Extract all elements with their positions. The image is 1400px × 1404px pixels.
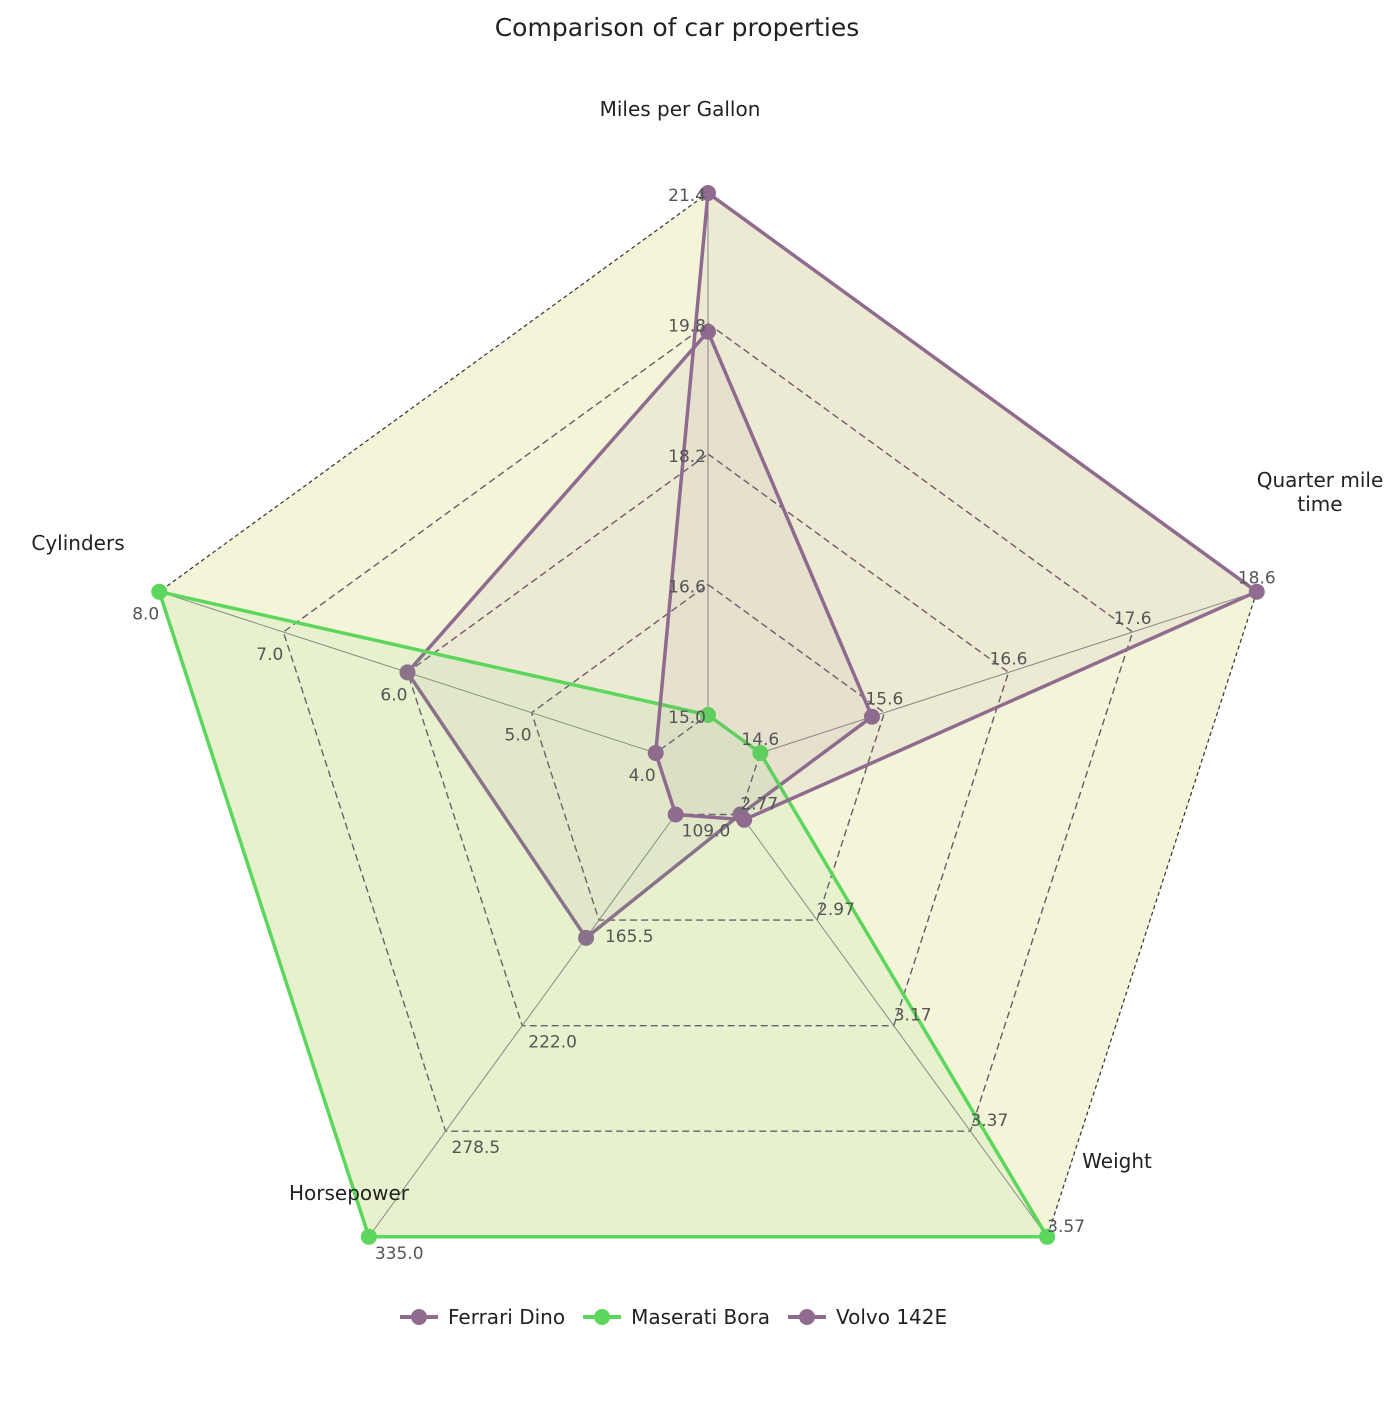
tick-label: 18.2 [668, 447, 706, 467]
tick-label: 335.0 [375, 1244, 424, 1264]
chart-legend: Ferrari Dino Maserati Bora Volvo 142E [400, 1305, 947, 1329]
tick-label: 2.97 [817, 900, 855, 920]
tick-label: 16.6 [668, 578, 706, 598]
series-point [752, 745, 769, 762]
series-line [405, 329, 874, 940]
series-point [360, 1228, 377, 1245]
axis-label: Miles per Gallon [600, 97, 761, 121]
tick-label: 278.5 [452, 1138, 501, 1158]
legend-label: Maserati Bora [631, 1305, 770, 1329]
series-point [578, 929, 595, 946]
series-fill [655, 193, 1257, 820]
tick-label: 21.4 [668, 186, 706, 206]
axis-label: Horsepower [289, 1181, 410, 1205]
tick-label: 222.0 [528, 1033, 577, 1053]
grid-ring [654, 714, 762, 816]
axis-label: Weight [1082, 1149, 1152, 1173]
series-point [736, 811, 753, 828]
legend-item: Maserati Bora [583, 1305, 770, 1329]
tick-label: 17.6 [1114, 609, 1152, 629]
series-point [700, 323, 716, 340]
tick-label: 165.5 [605, 927, 654, 947]
tick-label: 14.6 [741, 730, 779, 750]
tick-label: 2.77 [740, 794, 778, 814]
tick-label: 6.0 [380, 685, 407, 705]
series-point [864, 708, 881, 725]
axis-spoke [739, 814, 1048, 1238]
tick-label: 3.17 [894, 1006, 932, 1026]
tick-label: 19.8 [668, 317, 706, 337]
legend-marker [798, 1309, 815, 1325]
tick-label: 109.0 [682, 821, 731, 841]
axis-label: Cylinders [31, 531, 124, 555]
tick-label: 15.6 [865, 690, 903, 710]
series-fill [407, 331, 873, 938]
legend-item: Ferrari Dino [400, 1305, 565, 1329]
tick-label: 16.6 [990, 649, 1028, 669]
series-point [700, 185, 716, 201]
chart-series [151, 185, 1265, 1245]
axis-spoke [760, 591, 1257, 754]
series-point [647, 745, 664, 762]
series-point [1039, 1228, 1056, 1245]
legend-marker [594, 1309, 611, 1325]
tick-label: 18.6 [1238, 569, 1276, 589]
tick-label: 8.0 [132, 605, 159, 625]
series-point [700, 707, 716, 723]
tick-label: 3.57 [1047, 1217, 1085, 1237]
series-line [157, 589, 1049, 1239]
series-group [151, 583, 1056, 1245]
chart-title: Comparison of car properties [495, 13, 860, 42]
tick-label: 7.0 [256, 645, 283, 665]
series-line [653, 191, 1259, 822]
axis-labels: Miles per Gallon Quarter mile time Weight Ho… [31, 97, 1383, 1205]
series-point [399, 664, 416, 681]
series-point [151, 583, 168, 600]
axis-label: Quarter mile time [1257, 468, 1384, 516]
series-point [667, 806, 684, 823]
grid-ring [530, 583, 886, 921]
legend-item: Volvo 142E [787, 1305, 947, 1329]
axis-spoke [368, 814, 677, 1238]
tick-label: 3.37 [970, 1111, 1008, 1131]
series-point [1248, 583, 1265, 600]
tick-labels: 15.0 16.6 18.2 19.8 21.4 14.6 15.6 16.6 17.6 18.6… [132, 186, 1275, 1264]
series-group [647, 185, 1265, 828]
tick-label: 5.0 [505, 726, 532, 746]
series-fill [159, 591, 1048, 1237]
legend-label: Ferrari Dino [448, 1305, 565, 1329]
tick-label: 15.0 [668, 708, 706, 728]
legend-marker [411, 1309, 427, 1325]
grid-ring [406, 453, 1010, 1027]
grid-ring [282, 322, 1134, 1132]
tick-label: 4.0 [629, 766, 656, 786]
series-group [399, 323, 881, 946]
legend-label: Volvo 142E [836, 1305, 947, 1329]
